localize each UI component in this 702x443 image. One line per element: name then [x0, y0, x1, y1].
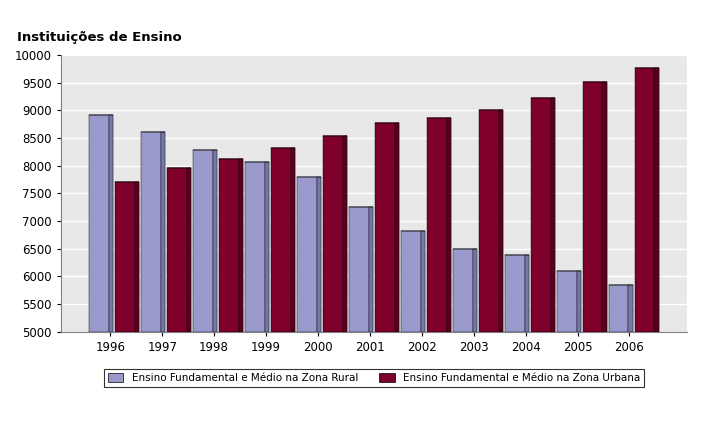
- Polygon shape: [239, 159, 243, 331]
- Polygon shape: [213, 150, 217, 331]
- Polygon shape: [265, 162, 269, 331]
- Bar: [609, 284, 628, 331]
- Polygon shape: [524, 255, 529, 331]
- Bar: [453, 249, 472, 331]
- Bar: [479, 110, 498, 331]
- Bar: [401, 231, 420, 331]
- Polygon shape: [498, 110, 503, 331]
- Polygon shape: [291, 148, 295, 331]
- Bar: [245, 162, 265, 331]
- Polygon shape: [654, 68, 658, 331]
- Bar: [505, 255, 524, 331]
- Text: Instituições de Ensino: Instituições de Ensino: [18, 31, 182, 44]
- Bar: [167, 168, 187, 331]
- Bar: [531, 97, 550, 331]
- Bar: [583, 82, 602, 331]
- Polygon shape: [187, 168, 191, 331]
- Bar: [635, 68, 654, 331]
- Bar: [89, 115, 110, 331]
- Polygon shape: [343, 136, 347, 331]
- Polygon shape: [602, 82, 607, 331]
- Polygon shape: [110, 115, 113, 331]
- Polygon shape: [369, 207, 373, 331]
- Bar: [219, 159, 239, 331]
- Bar: [297, 177, 317, 331]
- Polygon shape: [550, 97, 555, 331]
- Bar: [349, 207, 369, 331]
- Polygon shape: [135, 182, 139, 331]
- Polygon shape: [628, 284, 633, 331]
- Polygon shape: [161, 132, 165, 331]
- Bar: [323, 136, 343, 331]
- Legend: Ensino Fundamental e Médio na Zona Rural, Ensino Fundamental e Médio na Zona Urb: Ensino Fundamental e Médio na Zona Rural…: [104, 369, 644, 387]
- Bar: [557, 271, 576, 331]
- Polygon shape: [472, 249, 477, 331]
- Polygon shape: [395, 123, 399, 331]
- Bar: [193, 150, 213, 331]
- Bar: [271, 148, 291, 331]
- Bar: [141, 132, 161, 331]
- Polygon shape: [576, 271, 581, 331]
- Polygon shape: [446, 118, 451, 331]
- Polygon shape: [317, 177, 321, 331]
- Bar: [115, 182, 135, 331]
- Polygon shape: [420, 231, 425, 331]
- Bar: [375, 123, 395, 331]
- Bar: [427, 118, 446, 331]
